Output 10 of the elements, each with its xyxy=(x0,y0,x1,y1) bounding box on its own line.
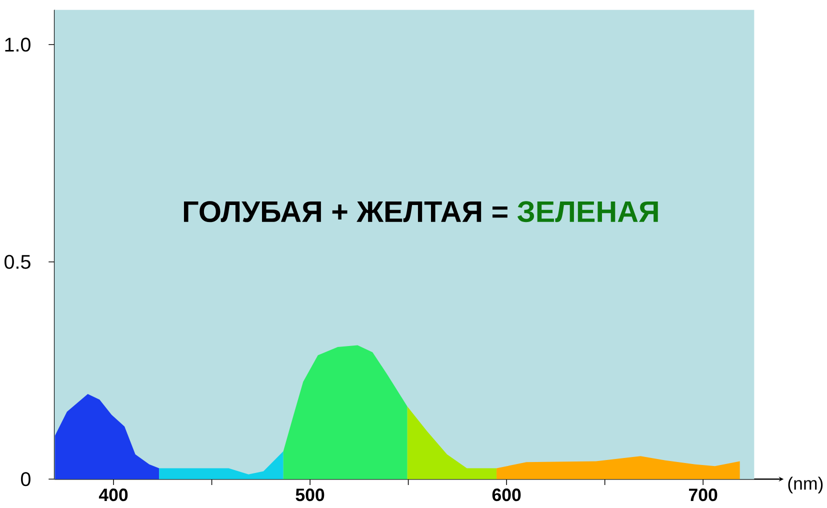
y-tick-label: 0 xyxy=(21,472,30,486)
annotation: ЗЕЛЕНАЯ xyxy=(517,201,658,222)
x-tick-label: 700 xyxy=(689,488,718,502)
y-tick-label: 0.5 xyxy=(4,254,30,269)
y-tick-label: 1.0 xyxy=(5,38,30,52)
x-tick-label: 600 xyxy=(492,488,521,502)
x-tick-label: 500 xyxy=(296,488,324,502)
x-tick-label: 400 xyxy=(98,488,128,502)
annotation: ГОЛУБАЯ + ЖЕЛТАЯ = xyxy=(184,201,508,222)
x-axis-title: (nm) xyxy=(788,476,823,494)
